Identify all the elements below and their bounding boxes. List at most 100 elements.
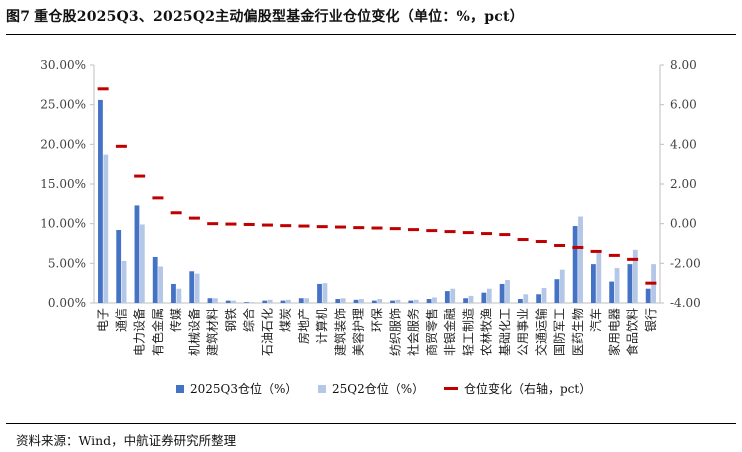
bar-q3 (390, 300, 395, 303)
bar-q3 (280, 300, 286, 303)
bar-q3 (554, 279, 560, 303)
right-tick-label: 6.00 (670, 98, 697, 112)
bar-q2 (395, 299, 401, 303)
bar-q3 (481, 292, 487, 303)
left-tick-label: 30.00% (40, 58, 86, 72)
bar-q2 (541, 287, 547, 303)
bar-q2 (249, 302, 255, 303)
right-tick-label: 0.00 (670, 217, 697, 231)
bar-q3 (645, 288, 651, 303)
legend-label-change: 仓位变化（右轴，pct） (464, 382, 592, 396)
category-label: 农林牧渔 (480, 308, 494, 356)
bar-q3 (116, 230, 122, 303)
bar-q3 (572, 226, 578, 303)
left-tick-label: 0.00% (48, 296, 86, 310)
bar-q2 (139, 224, 145, 303)
bar-q3 (98, 99, 103, 303)
top-rule (6, 34, 736, 35)
category-label: 食品饮料 (625, 308, 640, 356)
bar-q2 (559, 269, 565, 303)
bar-q3 (225, 300, 231, 303)
chart-area: 0.00% 5.00% 10.00% 15.00% 20.00% 25.00% 30.00%… (40, 58, 701, 356)
category-label: 美容护理 (351, 308, 366, 356)
bar-q2 (505, 279, 510, 303)
bar-q3 (152, 256, 158, 303)
bar-q3 (262, 300, 268, 303)
right-tick-label: 8.00 (670, 58, 697, 72)
bar-q3 (335, 299, 341, 303)
category-label: 房地产 (296, 308, 311, 344)
bar-q2 (596, 253, 602, 303)
category-label: 通信 (114, 308, 128, 332)
category-label: 环保 (370, 308, 384, 332)
category-label: 电力设备 (133, 308, 147, 356)
legend-label-q2: 25Q2仓位（%） (332, 382, 425, 396)
category-label: 家用电器 (606, 308, 621, 356)
category-label: 传媒 (168, 308, 183, 332)
bar-q2 (614, 268, 620, 303)
bar-q2 (432, 297, 437, 303)
bar-q2 (267, 299, 273, 303)
bar-q2 (632, 249, 638, 303)
bar-q3 (426, 299, 432, 303)
category-label: 医药生物 (571, 308, 585, 356)
bar-q3 (317, 283, 322, 303)
bar-q2 (486, 288, 492, 303)
category-label: 轻工制造 (461, 308, 475, 356)
bar-q2 (286, 299, 291, 303)
category-label: 有色金属 (150, 308, 165, 356)
legend: 2025Q3仓位（%） 25Q2仓位（%） 仓位变化（右轴，pct） (0, 380, 742, 400)
bar-q3 (189, 271, 195, 303)
bar-q3 (444, 291, 450, 303)
category-label: 商贸零售 (424, 308, 439, 356)
bar-q2 (377, 299, 383, 303)
right-tick-label: -2.00 (670, 256, 701, 270)
bar-q3 (499, 283, 505, 303)
bar-q2 (359, 299, 364, 303)
right-tick-label: -4.00 (670, 296, 701, 310)
right-tick-label: 2.00 (670, 177, 697, 191)
bar-q3 (371, 300, 377, 303)
bar-q3 (353, 299, 359, 303)
bottom-rule (6, 423, 736, 424)
bar-q2 (158, 266, 164, 303)
bar-q2 (578, 216, 583, 303)
bar-q3 (609, 281, 615, 303)
legend-swatch-q2 (318, 384, 326, 393)
category-label: 汽车 (588, 308, 603, 332)
bar-q2 (121, 260, 127, 303)
bar-q2 (523, 294, 529, 303)
category-label: 公用事业 (516, 308, 530, 356)
bar-q2 (450, 288, 456, 303)
bar-q2 (468, 295, 474, 303)
legend-item-q2: 25Q2仓位（%） (318, 380, 424, 397)
left-tick-label: 25.00% (40, 98, 86, 112)
bar-q3 (134, 205, 140, 303)
category-label: 计算机 (314, 308, 329, 344)
bar-q3 (171, 283, 176, 303)
bar-q3 (408, 300, 414, 303)
legend-item-change: 仓位变化（右轴，pct） (444, 380, 591, 397)
category-label: 交通运输 (533, 308, 548, 356)
source-note: 资料来源：Wind，中航证券研究所整理 (16, 433, 237, 448)
category-label: 社会服务 (406, 308, 421, 356)
bar-q2 (304, 298, 310, 303)
left-tick-label: 20.00% (40, 137, 86, 151)
bar-q3 (207, 298, 213, 303)
legend-swatch-q3 (176, 384, 184, 393)
category-label: 纺织服饰 (388, 308, 402, 356)
bar-q3 (463, 298, 468, 303)
left-tick-label: 15.00% (40, 177, 86, 191)
bar-q2 (194, 273, 200, 303)
legend-item-q3: 2025Q3仓位（%） (176, 380, 297, 397)
bar-q3 (298, 298, 304, 303)
bar-q2 (212, 298, 218, 303)
category-label: 机械设备 (186, 308, 201, 356)
category-label: 综合 (241, 308, 256, 332)
figure-label: 图7 (6, 9, 31, 25)
category-label: 基础化工 (498, 308, 512, 356)
category-label: 电子 (96, 308, 110, 332)
bar-q2 (176, 288, 182, 303)
bar-q2 (322, 283, 328, 303)
category-label: 钢铁 (224, 308, 238, 332)
